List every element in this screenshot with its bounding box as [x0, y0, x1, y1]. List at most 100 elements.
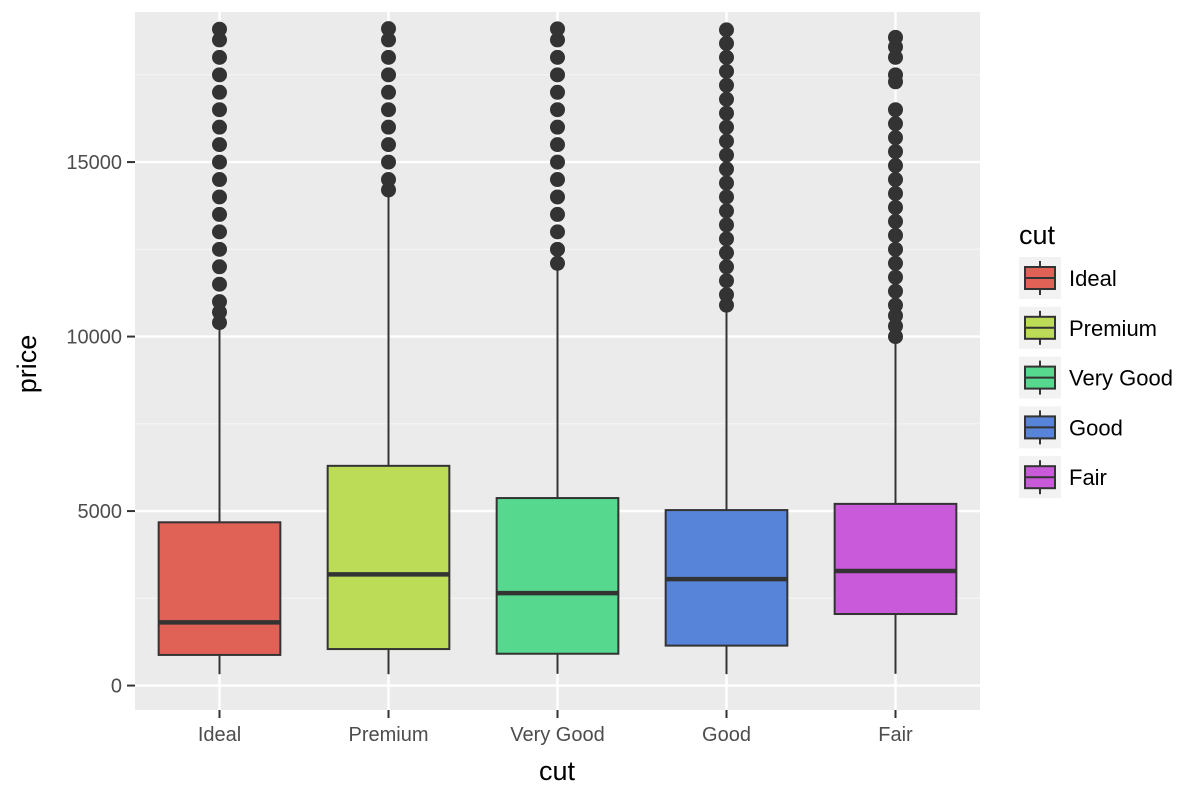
outlier-point — [719, 245, 734, 261]
outlier-point — [719, 77, 734, 93]
legend-item-ideal: Ideal — [1019, 257, 1117, 299]
outlier-point — [888, 172, 903, 188]
outlier-point — [888, 308, 903, 324]
x-tick-label: Good — [702, 724, 751, 746]
outlier-point — [719, 231, 734, 247]
outlier-point — [719, 189, 734, 205]
outlier-point — [212, 102, 227, 118]
outlier-point — [888, 241, 903, 257]
outlier-point — [550, 102, 565, 118]
outlier-point — [381, 119, 396, 135]
outlier-point — [719, 133, 734, 149]
outlier-point — [719, 259, 734, 275]
y-tick-label: 0 — [111, 676, 122, 698]
outlier-point — [381, 84, 396, 100]
y-axis: 0 5000 10000 15000 — [66, 152, 135, 698]
outlier-point — [212, 206, 227, 222]
outlier-point — [381, 137, 396, 153]
outlier-point — [212, 304, 227, 320]
outlier-point — [212, 276, 227, 292]
outlier-point — [212, 84, 227, 100]
outlier-point — [381, 172, 396, 188]
outlier-point — [550, 49, 565, 65]
outlier-point — [212, 315, 227, 331]
outlier-point — [888, 227, 903, 243]
outlier-point — [550, 206, 565, 222]
outlier-point — [550, 154, 565, 170]
y-axis-title: price — [12, 335, 42, 394]
outlier-point — [888, 185, 903, 201]
legend-label: Fair — [1069, 465, 1107, 490]
legend-label: Good — [1069, 415, 1123, 440]
x-tick-label: Ideal — [198, 724, 241, 746]
outlier-point — [212, 259, 227, 275]
outlier-point — [381, 21, 396, 37]
legend-label: Ideal — [1069, 266, 1117, 291]
outlier-point — [719, 22, 734, 38]
box-body — [326, 464, 451, 651]
outlier-point — [550, 67, 565, 83]
legend: cut Ideal Premium Very Good Good Fair — [1019, 220, 1173, 499]
outlier-point — [550, 241, 565, 257]
outlier-point — [888, 318, 903, 334]
outlier-point — [719, 63, 734, 79]
outlier-point — [212, 189, 227, 205]
outlier-point — [212, 154, 227, 170]
outlier-point — [381, 32, 396, 48]
outlier-point — [212, 294, 227, 310]
x-tick-label: Very Good — [510, 724, 605, 746]
outlier-point — [888, 116, 903, 132]
outlier-point — [550, 224, 565, 240]
outlier-point — [888, 329, 903, 345]
outlier-point — [212, 67, 227, 83]
outlier-point — [719, 35, 734, 51]
outlier-point — [550, 84, 565, 100]
outlier-point — [550, 189, 565, 205]
outlier-point — [888, 255, 903, 271]
outlier-point — [719, 161, 734, 177]
outlier-point — [550, 137, 565, 153]
outlier-point — [888, 297, 903, 313]
box-good — [664, 22, 789, 675]
box-body — [833, 502, 958, 616]
outlier-point — [212, 137, 227, 153]
legend-label: Premium — [1069, 316, 1157, 341]
x-axis: Ideal Premium Very Good Good Fair — [198, 710, 913, 746]
outlier-point — [719, 273, 734, 289]
boxes-layer — [157, 21, 958, 675]
outlier-point — [381, 67, 396, 83]
y-tick-label: 10000 — [66, 327, 122, 349]
box-body — [157, 521, 282, 656]
box-very-good — [495, 21, 620, 674]
outlier-point — [888, 67, 903, 83]
outlier-point — [888, 158, 903, 174]
outlier-point — [719, 105, 734, 121]
outlier-point — [719, 297, 734, 313]
legend-item-premium: Premium — [1019, 306, 1157, 349]
outlier-point — [888, 130, 903, 146]
outlier-point — [212, 21, 227, 37]
outlier-point — [381, 49, 396, 65]
outlier-point — [888, 29, 903, 45]
outlier-point — [550, 119, 565, 135]
outlier-point — [719, 203, 734, 219]
outlier-point — [888, 199, 903, 215]
legend-title: cut — [1019, 220, 1056, 250]
outlier-point — [212, 224, 227, 240]
box-ideal — [157, 21, 282, 675]
outlier-point — [381, 182, 396, 198]
outlier-point — [888, 213, 903, 229]
y-tick-label: 15000 — [66, 152, 122, 174]
x-tick-label: Premium — [348, 724, 428, 746]
outlier-point — [888, 102, 903, 118]
outlier-point — [719, 119, 734, 135]
outlier-point — [719, 175, 734, 191]
outlier-point — [550, 255, 565, 271]
outlier-point — [719, 49, 734, 65]
outlier-point — [550, 172, 565, 188]
legend-item-good: Good — [1019, 406, 1123, 449]
legend-item-very-good: Very Good — [1019, 356, 1173, 399]
outlier-point — [550, 32, 565, 48]
outlier-point — [888, 269, 903, 285]
